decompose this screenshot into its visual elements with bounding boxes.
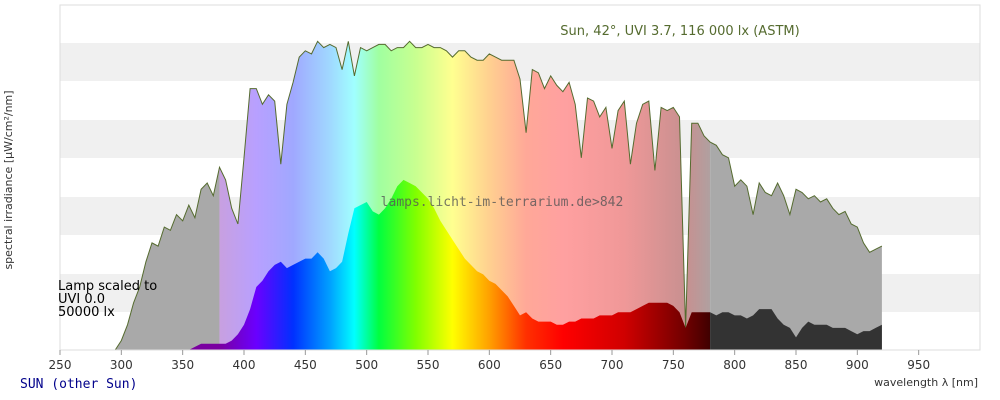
x-tick-label: 900 <box>846 358 869 372</box>
legend-line-1: Lamp scaled to <box>58 279 157 294</box>
legend-line-2: UVI 0.0 <box>58 292 105 307</box>
plot-frame <box>59 4 981 351</box>
x-tick-label: 750 <box>662 358 685 372</box>
x-tick-label: 800 <box>723 358 746 372</box>
chart-title: Sun, 42°, UVI 3.7, 116 000 lx (ASTM) <box>560 24 799 39</box>
x-tick-label: 600 <box>478 358 501 372</box>
x-tick-label: 250 <box>49 358 72 372</box>
x-axis-ticks: 250 300 350 400 450 500 550 600 650 700 750 800 850 9… <box>49 350 930 372</box>
grid-band <box>60 43 980 81</box>
x-tick-label: 500 <box>355 358 378 372</box>
x-tick-label: 950 <box>907 358 930 372</box>
x-tick-label: 700 <box>601 358 624 372</box>
x-tick-label: 450 <box>294 358 317 372</box>
x-axis-label: wavelength λ [nm] <box>874 376 978 389</box>
x-tick-label: 400 <box>233 358 256 372</box>
x-tick-label: 850 <box>785 358 808 372</box>
x-tick-label: 550 <box>417 358 440 372</box>
x-tick-label: 350 <box>171 358 194 372</box>
x-tick-label: 300 <box>110 358 133 372</box>
y-axis-label: spectral irradiance [µW/cm²/nm] <box>2 90 15 269</box>
sun-other-link[interactable]: SUN (other Sun) <box>20 377 137 392</box>
sun-series-line <box>114 40 883 351</box>
legend-line-3: 50000 lx <box>58 305 115 320</box>
watermark: lamps.licht-im-terrarium.de>842 <box>381 195 624 210</box>
x-tick-label: 650 <box>539 358 562 372</box>
